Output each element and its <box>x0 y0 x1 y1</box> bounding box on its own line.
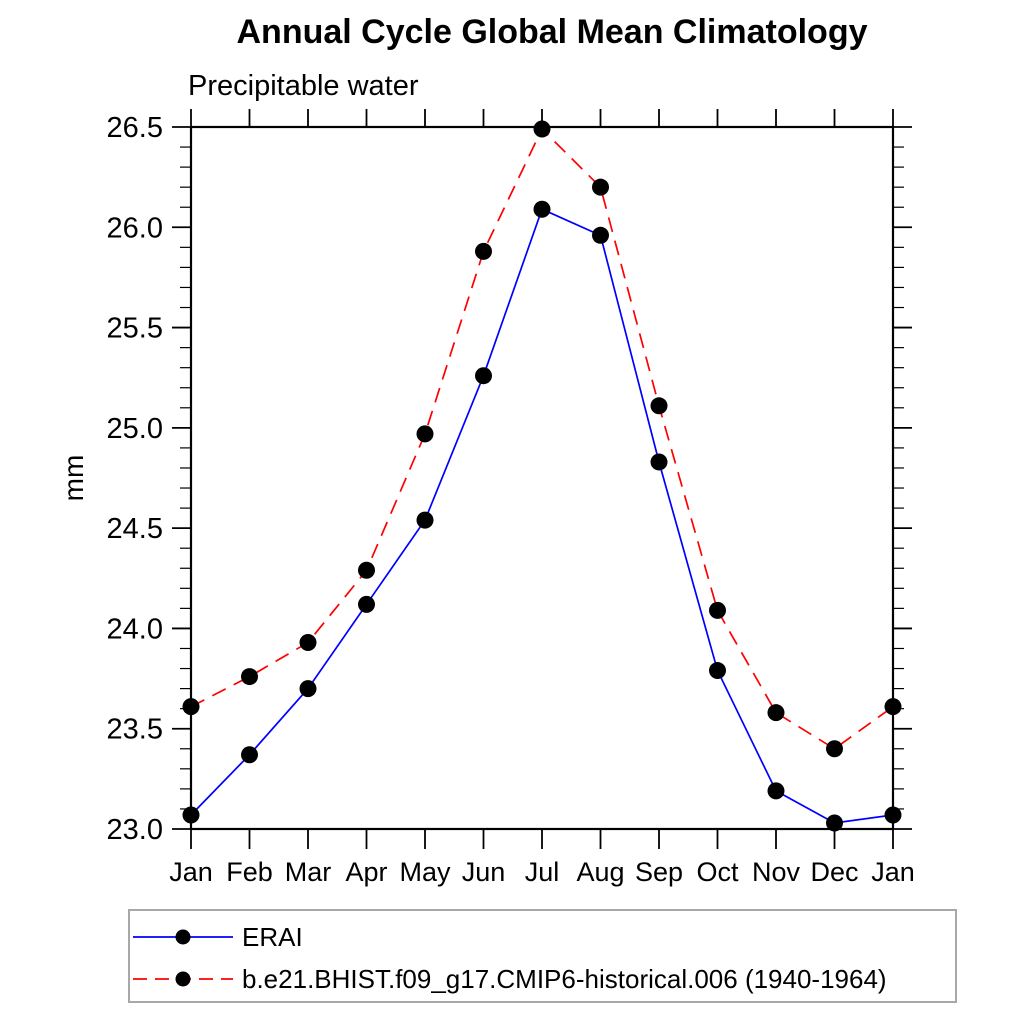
data-point-marker <box>767 782 785 800</box>
legend-line-sample-model <box>133 971 233 987</box>
x-tick-label: Jul <box>525 857 560 887</box>
x-tick-label: Jan <box>169 857 213 887</box>
data-point-marker <box>884 698 902 716</box>
x-tick-label: Aug <box>576 857 624 887</box>
data-point-marker <box>884 806 902 824</box>
y-tick-label: 24.5 <box>107 513 163 545</box>
data-point-marker <box>650 453 668 471</box>
data-point-marker <box>826 740 843 758</box>
series-line <box>190 127 894 750</box>
data-point-marker <box>475 367 492 385</box>
data-point-marker <box>767 704 785 722</box>
data-point-marker <box>182 806 200 824</box>
legend-item-model: b.e21.BHIST.f09_g17.CMIP6-historical.006… <box>133 958 955 1000</box>
y-tick-label: 25.5 <box>107 313 163 345</box>
data-point-marker <box>416 425 434 443</box>
series-erai <box>182 200 902 832</box>
data-point-marker <box>358 595 375 613</box>
chart-subtitle: Precipitable water <box>188 70 419 102</box>
y-tick-label: 26.5 <box>107 112 163 144</box>
x-tick-label: May <box>399 857 451 887</box>
chart-title: Annual Cycle Global Mean Climatology <box>236 13 868 51</box>
data-point-marker <box>299 680 317 698</box>
data-point-marker <box>241 746 258 764</box>
data-point-marker <box>592 226 609 244</box>
data-point-marker <box>650 397 668 415</box>
plot-border <box>189 125 895 831</box>
legend-item-erai: ERAI <box>133 916 955 958</box>
data-point-marker <box>416 511 434 529</box>
data-point-marker <box>358 561 375 579</box>
series-line <box>190 208 894 824</box>
legend-marker-icon <box>175 971 191 987</box>
x-axis-labels: Jan Feb Mar Apr May Jun Jul Aug Sep Oct Nov Dec Jan <box>169 857 915 887</box>
x-tick-label: Mar <box>285 857 332 887</box>
x-tick-label: Dec <box>810 857 858 887</box>
data-point-marker <box>592 178 609 196</box>
plot-frame <box>189 125 895 831</box>
x-axis-ticks <box>190 109 894 849</box>
data-point-marker <box>533 200 551 218</box>
data-point-marker <box>826 814 843 832</box>
x-tick-label: Jan <box>871 857 915 887</box>
data-point-marker <box>709 662 726 680</box>
data-point-marker <box>533 120 551 138</box>
y-tick-label: 24.0 <box>107 613 163 645</box>
data-point-marker <box>475 242 492 260</box>
data-point-marker <box>241 668 258 686</box>
data-point-marker <box>709 601 726 619</box>
x-tick-label: Sep <box>635 857 683 887</box>
legend-marker-icon <box>175 929 191 945</box>
y-tick-label: 26.0 <box>107 212 163 244</box>
x-tick-label: Jun <box>462 857 506 887</box>
legend-label-model: b.e21.BHIST.f09_g17.CMIP6-historical.006… <box>242 963 887 994</box>
data-point-marker <box>182 698 200 716</box>
y-axis-ticks <box>172 126 912 830</box>
y-tick-label: 23.5 <box>107 714 163 746</box>
legend-label-erai: ERAI <box>242 921 303 952</box>
x-tick-label: Oct <box>696 857 739 887</box>
legend-box: ERAI b.e21.BHIST.f09_g17.CMIP6-historica… <box>128 909 957 1003</box>
y-tick-label: 25.0 <box>107 413 163 445</box>
y-axis-labels: 23.0 23.5 24.0 24.5 25.0 25.5 26.0 26.5 <box>107 112 163 846</box>
x-tick-label: Feb <box>226 857 273 887</box>
y-tick-label: 23.0 <box>107 814 163 846</box>
legend-line-sample-erai <box>133 929 233 945</box>
series-model <box>182 120 902 758</box>
data-point-marker <box>299 633 317 651</box>
x-tick-label: Apr <box>345 857 387 887</box>
x-tick-label: Nov <box>752 857 801 887</box>
